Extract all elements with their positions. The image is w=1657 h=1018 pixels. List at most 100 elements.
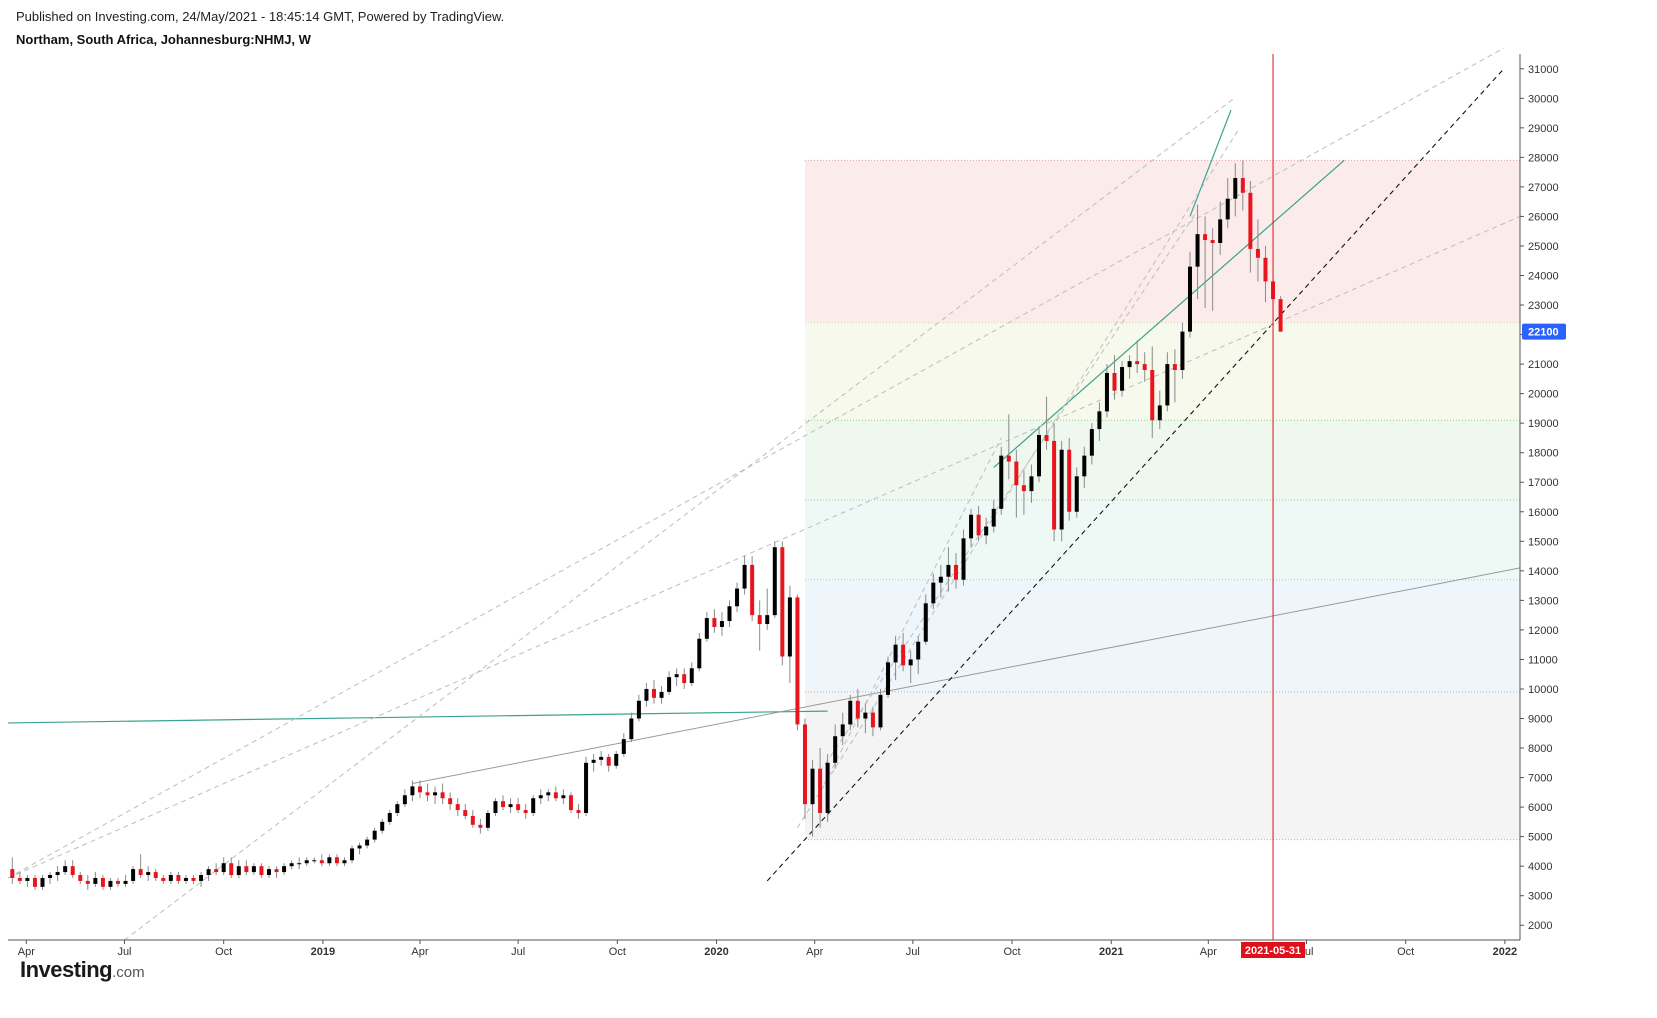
candle-down <box>244 866 249 873</box>
candle-down <box>953 564 958 580</box>
time-tick-label: 2019 <box>311 946 335 958</box>
candle-up <box>168 875 173 881</box>
candle-down <box>478 824 483 828</box>
price-tick-label: 21000 <box>1528 359 1559 371</box>
candle-up <box>372 830 377 840</box>
candle-up <box>402 795 407 805</box>
candle-up <box>327 857 332 864</box>
candle-up <box>350 848 355 861</box>
candle-up <box>93 877 98 884</box>
candle-up <box>1104 372 1109 412</box>
candle-down <box>334 857 339 864</box>
candle-down <box>319 860 324 864</box>
candle-up <box>704 618 709 639</box>
candle-up <box>886 662 891 695</box>
price-tick-label: 29000 <box>1528 123 1559 135</box>
candle-up <box>40 877 45 887</box>
price-tick-label: 23000 <box>1528 300 1559 312</box>
candle-down <box>274 869 279 873</box>
candle-up <box>893 644 898 663</box>
time-tick-label: Apr <box>806 946 823 958</box>
candle-up <box>999 455 1004 509</box>
candle-down <box>1172 364 1177 371</box>
fib-zone <box>804 499 1520 580</box>
candle-down <box>161 877 166 881</box>
candle-down <box>470 815 475 825</box>
candle-down <box>651 688 656 698</box>
candle-up <box>614 753 619 766</box>
logo-brand: Investing <box>20 957 113 982</box>
trend-line <box>7 710 828 724</box>
trend-line <box>7 47 1505 879</box>
candle-up <box>961 538 966 580</box>
fib-zone <box>804 160 1520 323</box>
candle-up <box>1233 178 1238 199</box>
price-tick-label: 14000 <box>1528 566 1559 578</box>
price-tick-label: 15000 <box>1528 536 1559 548</box>
time-tick-label: 2021 <box>1099 946 1123 958</box>
candle-down <box>1240 178 1245 193</box>
candle-down <box>425 792 430 796</box>
last-price-tag-bg <box>1522 323 1566 340</box>
candle-up <box>863 712 868 719</box>
candle-up <box>48 875 53 878</box>
candle-down <box>901 644 906 666</box>
candle-down <box>214 869 219 873</box>
candle-down <box>1112 372 1117 391</box>
candle-up <box>266 869 271 876</box>
candle-down <box>1014 461 1019 486</box>
candle-up <box>199 875 204 881</box>
candle-up <box>787 597 792 657</box>
candle-up <box>561 795 566 799</box>
candle-up <box>810 768 815 805</box>
candle-up <box>546 792 551 796</box>
candle-up <box>969 514 974 539</box>
last-price-tag: 22100 <box>1522 323 1566 340</box>
candle-down <box>750 564 755 616</box>
candle-up <box>387 813 392 822</box>
candle-up <box>946 564 951 577</box>
candle-down <box>1142 364 1147 371</box>
candle-down <box>712 618 717 627</box>
price-tick-label: 4000 <box>1528 861 1552 873</box>
candle-up <box>183 877 188 881</box>
candle-up <box>621 739 626 754</box>
candle-down <box>17 877 22 881</box>
trend-line <box>124 97 1235 941</box>
candle-up <box>599 756 604 760</box>
candle-down <box>229 863 234 876</box>
time-axis: Apr Jul Oct 2019 Apr Jul Oct 2020 Apr Jul Oct 2021 A… <box>8 939 1520 958</box>
price-tick-label: 18000 <box>1528 448 1559 460</box>
candle-up <box>538 795 543 799</box>
time-tick-label: 2022 <box>1493 946 1517 958</box>
candle-down <box>523 810 528 814</box>
fib-zones <box>804 159 1520 841</box>
candle-down <box>1203 234 1208 241</box>
candle-up <box>1127 361 1132 368</box>
candle-up <box>878 694 883 728</box>
candle-down <box>448 798 453 805</box>
candles[interactable] <box>10 160 1283 890</box>
date-marker-tag-bg <box>1241 942 1306 958</box>
candle-down <box>1067 449 1072 512</box>
candle-down <box>818 768 823 814</box>
candle-up <box>1089 429 1094 456</box>
candle-up <box>433 792 438 796</box>
time-tick-label: Apr <box>411 946 428 958</box>
candle-up <box>108 880 113 887</box>
candle-down <box>138 869 143 876</box>
candle-up <box>735 588 740 607</box>
time-tick-label: Oct <box>609 946 626 958</box>
trend-line <box>1189 109 1232 217</box>
trend-line <box>412 567 1521 784</box>
candle-down <box>1044 434 1049 441</box>
candle-down <box>576 810 581 814</box>
candle-up <box>674 674 679 678</box>
price-tick-label: 16000 <box>1528 507 1559 519</box>
candle-down <box>85 880 90 884</box>
candle-down <box>70 866 75 876</box>
candle-up <box>923 603 928 642</box>
candle-down <box>1006 455 1011 462</box>
candle-up <box>719 621 724 627</box>
